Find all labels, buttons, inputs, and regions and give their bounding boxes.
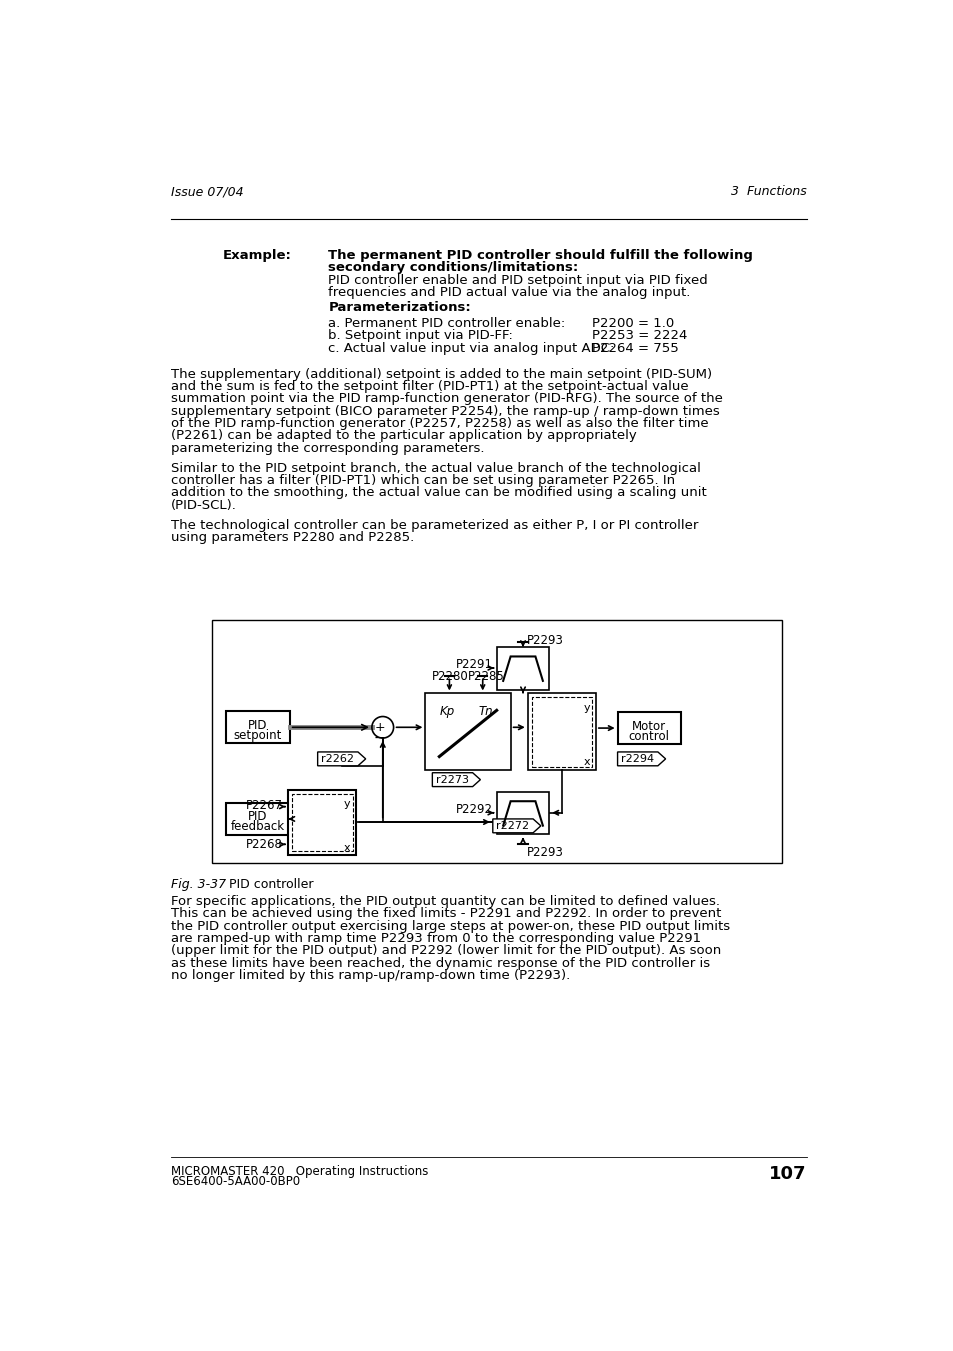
Text: P2293: P2293	[526, 634, 563, 647]
Text: P2200 = 1.0: P2200 = 1.0	[592, 317, 674, 330]
Polygon shape	[317, 753, 365, 766]
Text: (PID-SCL).: (PID-SCL).	[171, 499, 236, 512]
Text: P2285: P2285	[468, 670, 504, 684]
Text: For specific applications, the PID output quantity can be limited to defined val: For specific applications, the PID outpu…	[171, 896, 720, 908]
Text: P2267: P2267	[246, 798, 283, 812]
Text: control: control	[628, 730, 669, 743]
Text: PID: PID	[248, 719, 268, 732]
Text: (upper limit for the PID output) and P2292 (lower limit for the PID output). As : (upper limit for the PID output) and P22…	[171, 944, 720, 958]
Text: The technological controller can be parameterized as either P, I or PI controlle: The technological controller can be para…	[171, 519, 698, 532]
Text: summation point via the PID ramp-function generator (PID-RFG). The source of the: summation point via the PID ramp-functio…	[171, 392, 722, 405]
Bar	[497, 647, 549, 689]
Text: Tn: Tn	[477, 705, 492, 717]
Text: r2262: r2262	[321, 754, 354, 763]
Text: MICROMASTER 420   Operating Instructions: MICROMASTER 420 Operating Instructions	[171, 1165, 428, 1178]
Text: r2273: r2273	[436, 774, 469, 785]
Text: Similar to the PID setpoint branch, the actual value branch of the technological: Similar to the PID setpoint branch, the …	[171, 462, 700, 474]
Text: controller has a filter (PID-PT1) which can be set using parameter P2265. In: controller has a filter (PID-PT1) which …	[171, 474, 675, 486]
Text: of the PID ramp-function generator (P2257, P2258) as well as also the filter tim: of the PID ramp-function generator (P225…	[171, 417, 708, 430]
Polygon shape	[493, 819, 540, 832]
Text: y: y	[343, 798, 350, 809]
Text: x: x	[343, 843, 350, 852]
Text: P2280: P2280	[431, 670, 468, 684]
Text: Kp: Kp	[439, 705, 454, 717]
Text: parameterizing the corresponding parameters.: parameterizing the corresponding paramet…	[171, 442, 484, 455]
Text: c. Actual value input via analog input ADC:: c. Actual value input via analog input A…	[328, 342, 615, 354]
Text: PID: PID	[248, 811, 268, 824]
Text: feedback: feedback	[231, 820, 285, 834]
Polygon shape	[432, 773, 480, 786]
Text: frequencies and PID actual value via the analog input.: frequencies and PID actual value via the…	[328, 286, 690, 299]
Text: P2291: P2291	[456, 658, 493, 671]
Text: Motor: Motor	[632, 720, 666, 732]
Text: the PID controller output exercising large steps at power-on, these PID output l: the PID controller output exercising lar…	[171, 920, 730, 932]
Text: and the sum is fed to the setpoint filter (PID-PT1) at the setpoint-actual value: and the sum is fed to the setpoint filte…	[171, 380, 688, 393]
Polygon shape	[617, 753, 665, 766]
Text: P2292: P2292	[456, 802, 493, 816]
Bar	[617, 712, 680, 744]
Bar	[425, 693, 510, 770]
Text: +: +	[374, 721, 385, 734]
Text: P2264 = 755: P2264 = 755	[592, 342, 678, 354]
Text: PID controller: PID controller	[229, 878, 314, 892]
Bar	[288, 790, 356, 855]
Bar	[497, 792, 549, 835]
Text: Example:: Example:	[222, 249, 291, 262]
Text: setpoint: setpoint	[233, 728, 282, 742]
Text: 3  Functions: 3 Functions	[730, 185, 806, 199]
Text: 6SE6400-5AA00-0BP0: 6SE6400-5AA00-0BP0	[171, 1175, 300, 1189]
Text: no longer limited by this ramp-up/ramp-down time (P2293).: no longer limited by this ramp-up/ramp-d…	[171, 969, 570, 982]
Text: r2272: r2272	[496, 821, 529, 831]
Text: This can be achieved using the fixed limits - P2291 and P2292. In order to preve: This can be achieved using the fixed lim…	[171, 908, 720, 920]
Bar	[226, 711, 290, 743]
Text: using parameters P2280 and P2285.: using parameters P2280 and P2285.	[171, 531, 414, 544]
Text: Fig. 3-37: Fig. 3-37	[171, 878, 226, 892]
Text: (P2261) can be adapted to the particular application by appropriately: (P2261) can be adapted to the particular…	[171, 430, 637, 442]
Text: r2294: r2294	[620, 754, 654, 763]
Text: x: x	[582, 757, 589, 766]
Text: as these limits have been reached, the dynamic response of the PID controller is: as these limits have been reached, the d…	[171, 957, 710, 970]
Bar	[292, 793, 353, 851]
Text: P2268: P2268	[246, 838, 283, 851]
Text: −: −	[374, 731, 385, 744]
Text: P2293: P2293	[526, 846, 563, 859]
Text: PID controller enable and PID setpoint input via PID fixed: PID controller enable and PID setpoint i…	[328, 274, 707, 286]
Text: secondary conditions/limitations:: secondary conditions/limitations:	[328, 262, 578, 274]
Text: 107: 107	[768, 1165, 806, 1182]
Bar	[226, 802, 290, 835]
Text: supplementary setpoint (BICO parameter P2254), the ramp-up / ramp-down times: supplementary setpoint (BICO parameter P…	[171, 405, 720, 417]
Text: Parameterizations:: Parameterizations:	[328, 301, 471, 315]
Text: are ramped-up with ramp time P2293 from 0 to the corresponding value P2291: are ramped-up with ramp time P2293 from …	[171, 932, 700, 946]
Text: Issue 07/04: Issue 07/04	[171, 185, 244, 199]
Text: P2253 = 2224: P2253 = 2224	[592, 330, 687, 342]
Text: The supplementary (additional) setpoint is added to the main setpoint (PID-SUM): The supplementary (additional) setpoint …	[171, 367, 712, 381]
Bar	[212, 620, 781, 863]
Text: a. Permanent PID controller enable:: a. Permanent PID controller enable:	[328, 317, 565, 330]
Text: The permanent PID controller should fulfill the following: The permanent PID controller should fulf…	[328, 249, 753, 262]
Bar	[531, 697, 592, 766]
Text: y: y	[582, 704, 589, 713]
Text: addition to the smoothing, the actual value can be modified using a scaling unit: addition to the smoothing, the actual va…	[171, 486, 706, 500]
Bar	[527, 693, 596, 770]
Text: b. Setpoint input via PID-FF:: b. Setpoint input via PID-FF:	[328, 330, 513, 342]
